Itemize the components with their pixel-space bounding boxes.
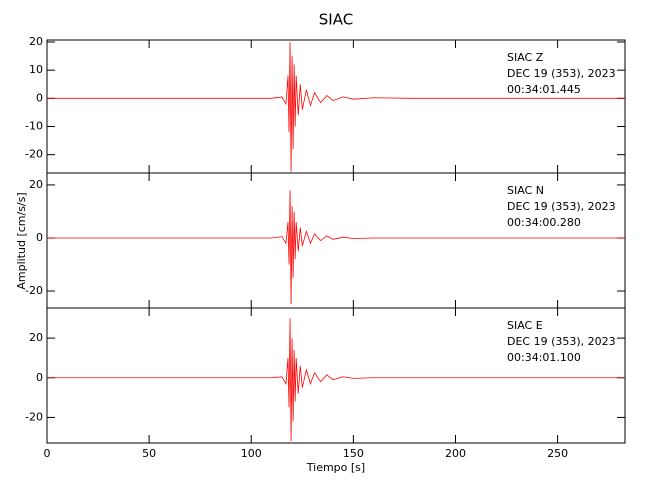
y-tick-label: 0 bbox=[36, 91, 43, 104]
waveform bbox=[47, 190, 625, 305]
y-tick-label: 20 bbox=[29, 331, 43, 344]
y-tick-label: -20 bbox=[25, 148, 43, 161]
y-axis-label: Amplitud [cm/s/s] bbox=[15, 192, 28, 289]
x-tick-label: 200 bbox=[445, 447, 466, 460]
x-tick-label: 100 bbox=[241, 447, 262, 460]
x-tick-label: 0 bbox=[44, 447, 51, 460]
annotation: 00:34:01.100 bbox=[507, 351, 581, 364]
annotation: 00:34:01.445 bbox=[507, 83, 581, 96]
annotation: SIAC E bbox=[507, 319, 543, 332]
annotation: SIAC N bbox=[507, 184, 544, 197]
x-tick-label: 50 bbox=[142, 447, 156, 460]
annotation: DEC 19 (353), 2023 bbox=[507, 335, 616, 348]
waveform bbox=[47, 41, 625, 172]
y-tick-label: -20 bbox=[25, 284, 43, 297]
y-tick-label: -20 bbox=[25, 410, 43, 423]
chart-title: SIAC bbox=[319, 11, 353, 29]
annotation: 00:34:00.280 bbox=[507, 216, 581, 229]
waveform bbox=[47, 318, 625, 442]
y-tick-label: -10 bbox=[25, 120, 43, 133]
annotation: SIAC Z bbox=[507, 51, 544, 64]
x-axis-label: Tiempo [s] bbox=[306, 461, 365, 474]
y-tick-label: 20 bbox=[29, 178, 43, 191]
panel-frame bbox=[46, 307, 626, 444]
x-tick-label: 250 bbox=[547, 447, 568, 460]
y-tick-label: 0 bbox=[36, 231, 43, 244]
y-tick-label: 20 bbox=[29, 35, 43, 48]
x-tick-label: 150 bbox=[343, 447, 364, 460]
annotation: DEC 19 (353), 2023 bbox=[507, 200, 616, 213]
y-tick-label: 0 bbox=[36, 371, 43, 384]
annotation: DEC 19 (353), 2023 bbox=[507, 67, 616, 80]
y-tick-label: 10 bbox=[29, 63, 43, 76]
